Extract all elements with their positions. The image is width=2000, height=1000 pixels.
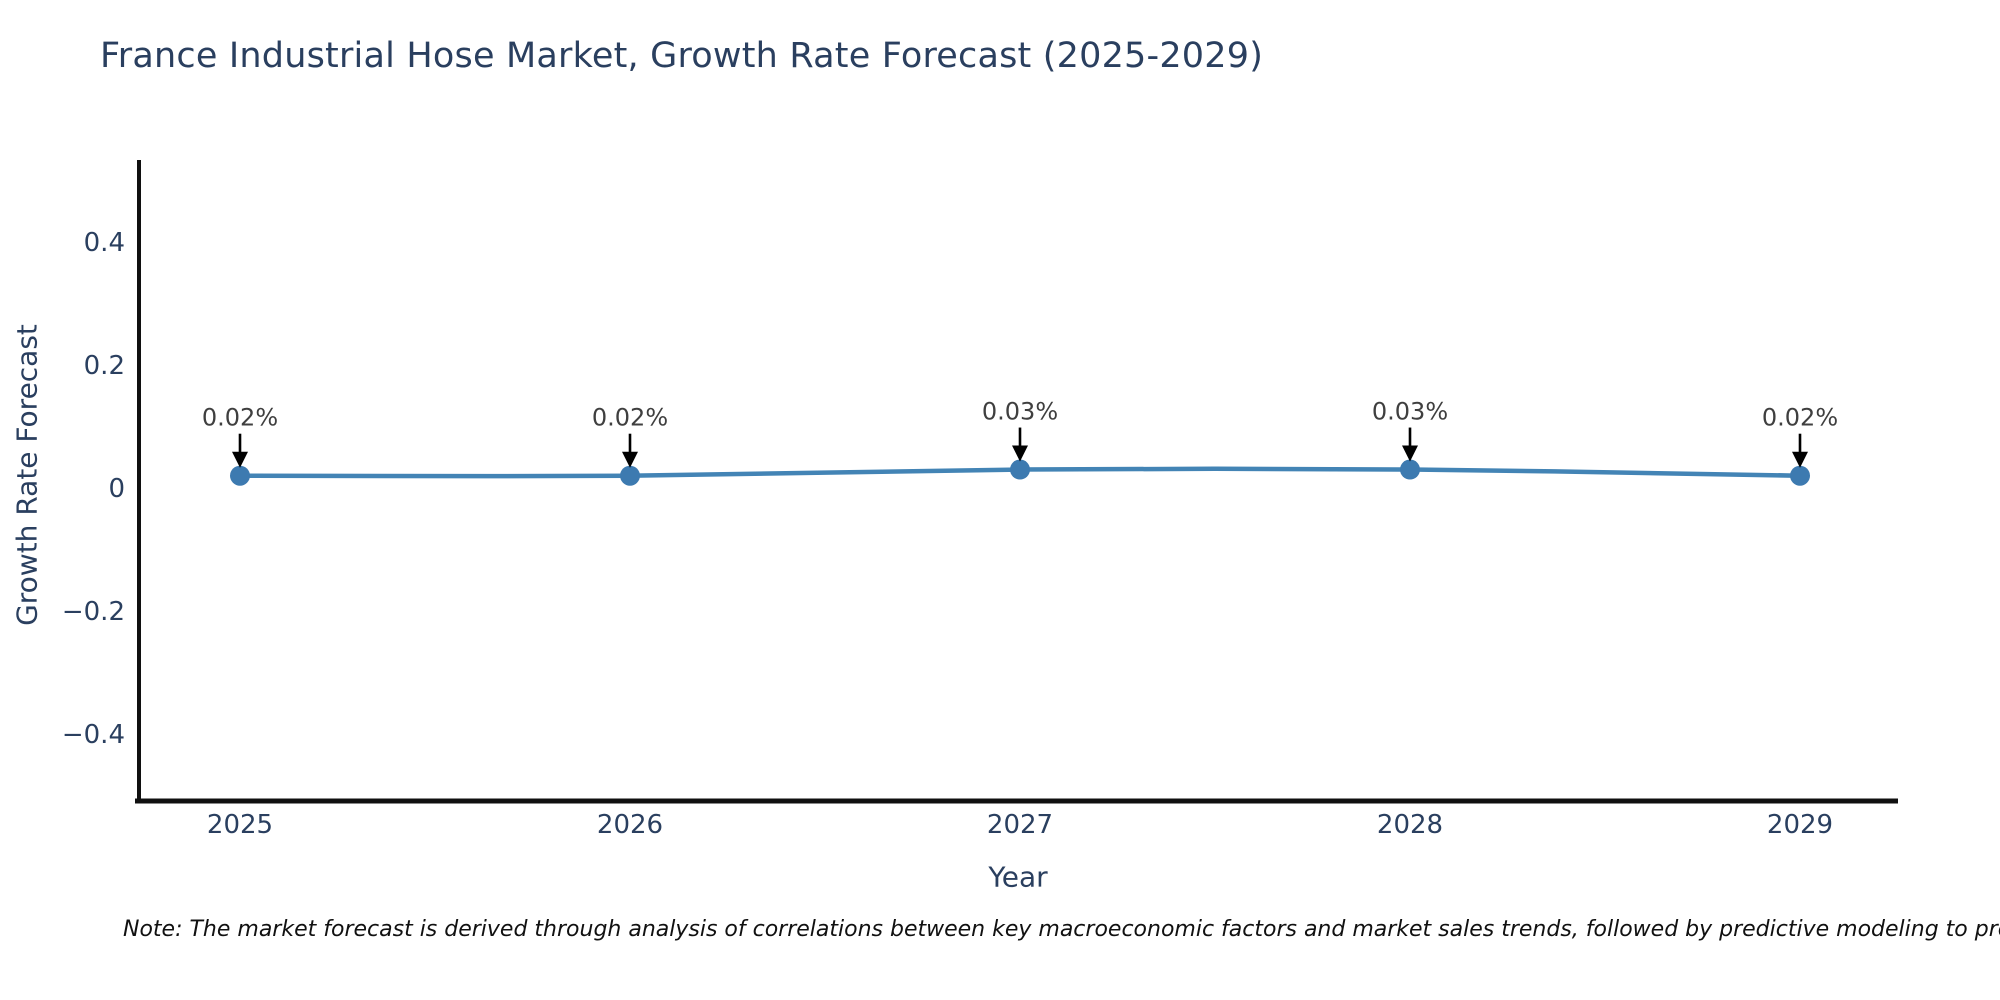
x-axis-title: Year: [988, 860, 1048, 894]
y-tick-label: −0.2: [62, 597, 125, 627]
y-tick-label: 0.2: [84, 351, 125, 381]
x-tick-label: 2029: [1767, 810, 1833, 840]
annotation-arrowhead: [1012, 445, 1028, 462]
data-point-marker: [1790, 465, 1810, 486]
chart-title: France Industrial Hose Market, Growth Ra…: [100, 36, 1264, 76]
annotation-arrowhead: [622, 451, 638, 468]
annotation-label: 0.02%: [1762, 404, 1838, 432]
footnote: Note: The market forecast is derived thr…: [123, 917, 2000, 942]
data-point-marker: [230, 465, 250, 486]
y-tick-label: 0: [108, 474, 125, 504]
annotation-arrowhead: [1402, 445, 1418, 462]
x-tick-label: 2028: [1377, 810, 1443, 840]
annotation-arrowhead: [232, 451, 248, 468]
y-tick-label: 0.4: [84, 228, 125, 258]
data-point-marker: [1400, 459, 1420, 480]
annotation-label: 0.03%: [1372, 398, 1448, 426]
annotation-label: 0.02%: [202, 404, 278, 432]
annotation-label: 0.03%: [982, 398, 1058, 426]
annotation-label: 0.02%: [592, 404, 668, 432]
data-point-marker: [1010, 459, 1030, 480]
y-tick-label: −0.4: [62, 720, 125, 750]
x-tick-label: 2026: [597, 810, 663, 840]
data-point-marker: [620, 465, 640, 486]
annotation-arrowhead: [1792, 451, 1808, 468]
x-tick-label: 2027: [987, 810, 1053, 840]
x-tick-label: 2025: [207, 810, 273, 840]
